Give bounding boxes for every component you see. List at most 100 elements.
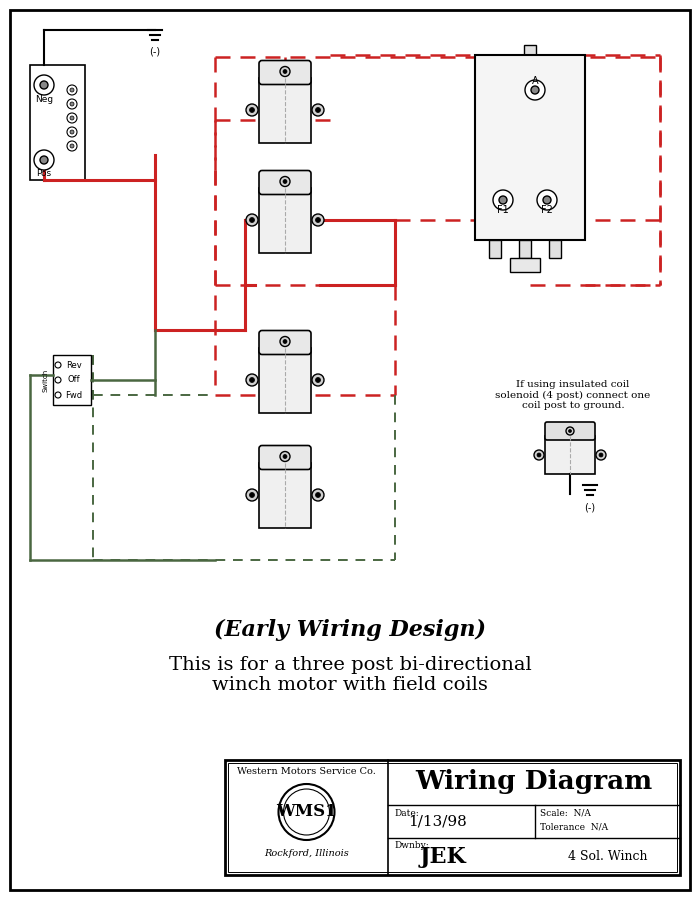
Circle shape bbox=[249, 377, 255, 382]
Circle shape bbox=[70, 130, 74, 134]
Circle shape bbox=[67, 141, 77, 151]
Circle shape bbox=[67, 99, 77, 109]
Bar bbox=[259, 347, 311, 412]
FancyBboxPatch shape bbox=[259, 170, 311, 194]
Bar bbox=[259, 187, 311, 253]
Text: Pos: Pos bbox=[36, 169, 52, 178]
Text: Western Motors Service Co.: Western Motors Service Co. bbox=[237, 768, 376, 777]
Circle shape bbox=[280, 176, 290, 186]
Circle shape bbox=[55, 392, 61, 398]
Text: Wiring Diagram: Wiring Diagram bbox=[415, 770, 652, 795]
Circle shape bbox=[283, 69, 287, 74]
Circle shape bbox=[280, 452, 290, 462]
Circle shape bbox=[493, 190, 513, 210]
Text: Dwnby:: Dwnby: bbox=[394, 842, 428, 850]
Text: 4 Sol. Winch: 4 Sol. Winch bbox=[568, 850, 648, 863]
Circle shape bbox=[246, 104, 258, 116]
Circle shape bbox=[67, 85, 77, 95]
Bar bbox=[259, 77, 311, 142]
Circle shape bbox=[67, 113, 77, 123]
Circle shape bbox=[55, 377, 61, 383]
Text: Neg: Neg bbox=[35, 94, 53, 104]
Text: A: A bbox=[532, 76, 538, 86]
Circle shape bbox=[537, 453, 541, 457]
Circle shape bbox=[246, 214, 258, 226]
Circle shape bbox=[246, 489, 258, 501]
Bar bbox=[228, 763, 677, 872]
Circle shape bbox=[70, 116, 74, 120]
Circle shape bbox=[34, 150, 54, 170]
Circle shape bbox=[40, 156, 48, 164]
Circle shape bbox=[568, 429, 571, 433]
Circle shape bbox=[599, 453, 603, 457]
Circle shape bbox=[283, 179, 287, 184]
Circle shape bbox=[543, 196, 551, 204]
Bar bbox=[510, 258, 540, 272]
Circle shape bbox=[316, 377, 321, 382]
Circle shape bbox=[312, 374, 324, 386]
Circle shape bbox=[280, 67, 290, 76]
Text: Fwd: Fwd bbox=[65, 391, 83, 400]
Circle shape bbox=[312, 489, 324, 501]
Text: This is for a three post bi-directional
winch motor with field coils: This is for a three post bi-directional … bbox=[169, 655, 531, 695]
Circle shape bbox=[312, 214, 324, 226]
FancyBboxPatch shape bbox=[259, 446, 311, 470]
Text: 1/13/98: 1/13/98 bbox=[409, 814, 468, 829]
Circle shape bbox=[55, 362, 61, 368]
Circle shape bbox=[534, 450, 544, 460]
Circle shape bbox=[531, 86, 539, 94]
Text: Date:: Date: bbox=[394, 808, 419, 817]
Circle shape bbox=[596, 450, 606, 460]
Bar bbox=[489, 240, 501, 258]
Text: (Early Wiring Design): (Early Wiring Design) bbox=[214, 619, 486, 641]
Bar bbox=[545, 436, 595, 474]
Circle shape bbox=[34, 75, 54, 95]
Circle shape bbox=[525, 80, 545, 100]
Circle shape bbox=[280, 337, 290, 347]
Circle shape bbox=[312, 104, 324, 116]
Text: JEK: JEK bbox=[419, 845, 466, 868]
Text: If using insulated coil
solenoid (4 post) connect one
coil post to ground.: If using insulated coil solenoid (4 post… bbox=[496, 380, 650, 410]
Text: F2: F2 bbox=[541, 205, 553, 215]
Bar bbox=[259, 463, 311, 527]
Circle shape bbox=[279, 784, 335, 840]
Text: WMS1: WMS1 bbox=[276, 804, 337, 821]
Text: Rockford, Illinois: Rockford, Illinois bbox=[264, 850, 349, 859]
FancyBboxPatch shape bbox=[259, 60, 311, 85]
Text: Rev: Rev bbox=[66, 361, 82, 370]
Bar bbox=[225, 760, 680, 875]
Circle shape bbox=[67, 127, 77, 137]
Bar bbox=[519, 240, 531, 258]
Text: F1: F1 bbox=[497, 205, 509, 215]
Text: Off: Off bbox=[68, 375, 80, 384]
Text: (-): (-) bbox=[584, 502, 596, 512]
Bar bbox=[549, 240, 561, 258]
Circle shape bbox=[537, 190, 557, 210]
Bar bbox=[524, 45, 536, 55]
Circle shape bbox=[249, 107, 255, 112]
Text: Tolerance  N/A: Tolerance N/A bbox=[540, 823, 608, 832]
Circle shape bbox=[316, 107, 321, 112]
Circle shape bbox=[70, 102, 74, 106]
Circle shape bbox=[246, 374, 258, 386]
FancyBboxPatch shape bbox=[545, 422, 595, 440]
Circle shape bbox=[70, 88, 74, 92]
Text: Switch: Switch bbox=[43, 368, 49, 392]
Bar bbox=[475, 55, 585, 240]
Circle shape bbox=[70, 144, 74, 148]
Text: Scale:  N/A: Scale: N/A bbox=[540, 808, 591, 817]
Circle shape bbox=[316, 492, 321, 498]
FancyBboxPatch shape bbox=[259, 330, 311, 355]
Circle shape bbox=[40, 81, 48, 89]
Circle shape bbox=[499, 196, 507, 204]
Circle shape bbox=[284, 789, 330, 835]
Circle shape bbox=[249, 218, 255, 222]
Circle shape bbox=[316, 218, 321, 222]
Circle shape bbox=[283, 454, 287, 458]
Circle shape bbox=[249, 492, 255, 498]
Text: (-): (-) bbox=[149, 47, 160, 57]
Circle shape bbox=[283, 339, 287, 344]
Bar bbox=[30, 65, 85, 180]
Circle shape bbox=[566, 427, 574, 435]
Bar bbox=[53, 355, 91, 405]
